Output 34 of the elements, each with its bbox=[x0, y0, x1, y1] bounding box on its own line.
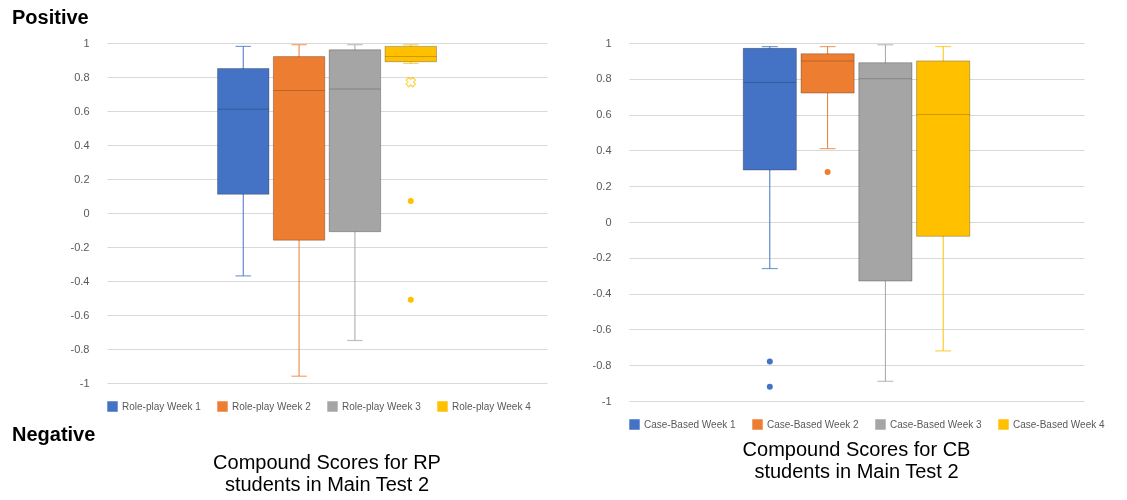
legend-label: Case-Based Week 3 bbox=[890, 418, 982, 430]
legend-label: Role-play Week 1 bbox=[122, 400, 202, 412]
text: Positive bbox=[12, 6, 89, 28]
legend-label: Case-Based Week 2 bbox=[767, 418, 859, 430]
y-tick-label: 1 bbox=[605, 36, 612, 49]
y-tick-label: 0.2 bbox=[596, 179, 612, 192]
legend-label: Role-play Week 3 bbox=[342, 400, 422, 412]
y-tick-label: -0.2 bbox=[70, 240, 90, 253]
y-tick-label: -1 bbox=[79, 376, 90, 389]
y-tick-label: 1 bbox=[83, 36, 90, 49]
y-tick-label: -0.2 bbox=[592, 251, 612, 264]
y-tick-label: 0.4 bbox=[596, 143, 612, 156]
y-tick-label: 0 bbox=[605, 215, 612, 228]
y-tick-label: 0.8 bbox=[74, 70, 90, 83]
y-tick-label: 0 bbox=[83, 206, 90, 219]
y-tick-label: -1 bbox=[601, 394, 612, 407]
y-tick-label: 0.8 bbox=[596, 72, 612, 85]
y-tick-label: 0.6 bbox=[74, 104, 90, 117]
y-tick-label: 0.4 bbox=[74, 138, 90, 151]
legend-label: Case-Based Week 1 bbox=[644, 418, 736, 430]
text: Compound Scores for CB students in Main Test 2 bbox=[742, 438, 971, 482]
text: Compound Scores for RP students in Main Test 2 bbox=[213, 451, 441, 495]
y-tick-label: 0.2 bbox=[74, 172, 90, 185]
y-tick-label: -0.4 bbox=[592, 287, 612, 300]
y-tick-label: -0.4 bbox=[70, 274, 90, 287]
legend-label: Role-play Week 2 bbox=[232, 400, 312, 412]
legend-label: Case-Based Week 4 bbox=[1013, 418, 1105, 430]
y-tick-label: -0.8 bbox=[70, 342, 90, 355]
y-tick-label: -0.6 bbox=[70, 308, 90, 321]
text: Negative bbox=[12, 423, 96, 445]
y-tick-label: 0.6 bbox=[596, 108, 612, 121]
legend-label: Role-play Week 4 bbox=[452, 400, 532, 412]
y-tick-label: -0.6 bbox=[592, 322, 612, 335]
y-tick-label: -0.8 bbox=[592, 358, 612, 371]
